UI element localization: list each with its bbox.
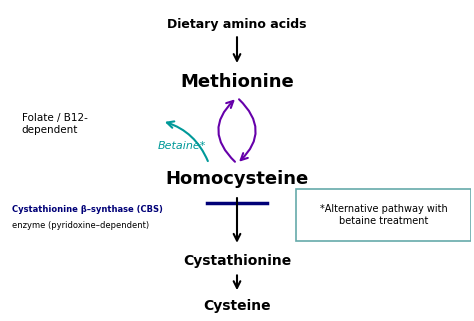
Text: Homocysteine: Homocysteine: [165, 170, 309, 188]
Text: Folate / B12-
dependent: Folate / B12- dependent: [21, 113, 87, 135]
Text: Dietary amino acids: Dietary amino acids: [167, 18, 307, 31]
Text: Cystathionine: Cystathionine: [183, 255, 291, 268]
Text: Cystathionine β–synthase (CBS): Cystathionine β–synthase (CBS): [12, 205, 163, 214]
FancyBboxPatch shape: [296, 189, 471, 241]
Text: enzyme (pyridoxine–dependent): enzyme (pyridoxine–dependent): [12, 221, 149, 230]
Text: *Alternative pathway with
betaine treatment: *Alternative pathway with betaine treatm…: [319, 204, 447, 226]
Text: Betaine*: Betaine*: [157, 141, 206, 151]
Text: Cysteine: Cysteine: [203, 299, 271, 313]
Text: Methionine: Methionine: [180, 73, 294, 91]
